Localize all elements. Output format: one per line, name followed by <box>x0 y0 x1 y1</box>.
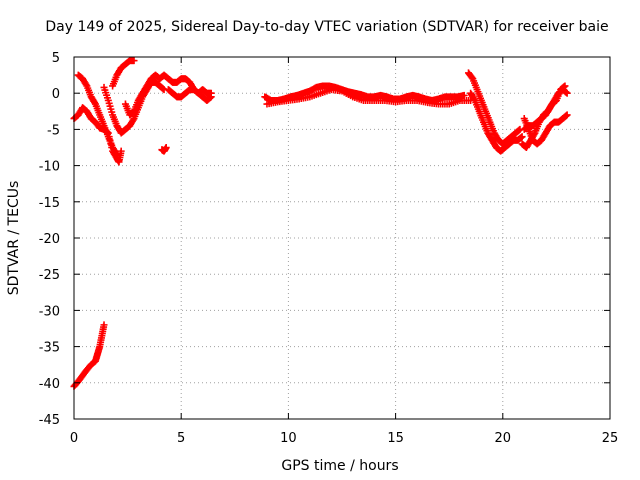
data-point <box>117 147 125 155</box>
data-point <box>530 130 538 138</box>
data-point <box>518 133 526 141</box>
chart-title: Day 149 of 2025, Sidereal Day-to-day VTE… <box>45 19 608 35</box>
series-trace-e <box>121 71 215 119</box>
y-tick-label: -40 <box>39 377 60 392</box>
data-point <box>100 321 108 329</box>
series-trace-g <box>158 144 170 155</box>
data-point <box>470 95 478 103</box>
data-point <box>563 89 571 97</box>
y-tick-label: -15 <box>39 196 60 211</box>
series-trace-f <box>164 86 215 101</box>
series-trace-b <box>74 71 121 159</box>
data-point <box>563 111 571 119</box>
y-tick-label: -5 <box>47 123 60 138</box>
data-point <box>82 81 90 89</box>
series-trace-o <box>518 82 569 151</box>
series-trace-l <box>467 89 526 155</box>
y-tick-label: -25 <box>39 268 60 283</box>
y-axis-label: SDTVAR / TECUs <box>6 181 22 296</box>
x-tick-label: 5 <box>177 431 185 446</box>
series-trace-k <box>464 69 524 148</box>
x-axis-label: GPS time / hours <box>281 458 398 474</box>
data-point <box>113 151 121 159</box>
y-tick-label: 5 <box>52 51 60 66</box>
data-point <box>91 99 99 107</box>
data-point <box>129 116 137 124</box>
data-points <box>70 57 571 390</box>
data-point <box>162 144 170 151</box>
axis-ticks: 0 5 10 15 20 25 5 0 -5 -10 -15 -20 -25 -30 -35 -40 -45 <box>39 51 619 446</box>
x-tick-label: 15 <box>387 431 404 446</box>
x-tick-label: 25 <box>602 431 619 446</box>
x-tick-label: 20 <box>495 431 512 446</box>
series-trace-d <box>109 57 138 90</box>
y-tick-label: -20 <box>39 232 60 247</box>
y-tick-label: -30 <box>39 304 60 319</box>
y-tick-label: -45 <box>39 413 60 428</box>
data-point <box>130 57 138 65</box>
series-trace-h <box>70 321 108 390</box>
x-tick-label: 10 <box>280 431 297 446</box>
data-point <box>112 149 120 157</box>
y-tick-label: 0 <box>52 87 60 102</box>
y-tick-label: -35 <box>39 341 60 356</box>
x-tick-label: 0 <box>70 431 78 446</box>
y-tick-label: -10 <box>39 160 60 175</box>
series-trace-j <box>263 86 475 108</box>
series-trace-c <box>100 78 168 137</box>
data-point <box>207 89 215 97</box>
data-point <box>561 82 569 90</box>
grid-lines <box>74 57 610 419</box>
